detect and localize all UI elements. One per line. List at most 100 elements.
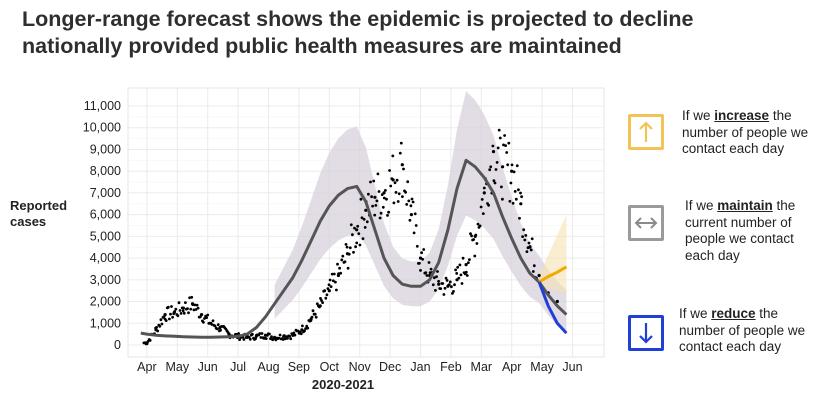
reported-point bbox=[199, 313, 203, 317]
reported-point bbox=[155, 326, 159, 329]
reported-point bbox=[286, 337, 289, 340]
reported-point bbox=[365, 220, 369, 224]
reported-point bbox=[315, 302, 319, 306]
arrow-up-icon bbox=[628, 114, 664, 150]
reported-point bbox=[388, 169, 391, 172]
x-tick-labels: Apr May Jun Jul Aug Sep Oct Nov Dec Jan Feb Mar Apr M… bbox=[137, 360, 582, 374]
reported-point bbox=[331, 279, 335, 283]
reported-point bbox=[178, 309, 182, 312]
reported-point bbox=[472, 238, 476, 241]
reported-point bbox=[510, 163, 514, 167]
reported-point bbox=[393, 181, 397, 185]
reported-point bbox=[370, 195, 373, 199]
reported-point bbox=[348, 246, 352, 250]
reported-point bbox=[452, 290, 455, 293]
reported-point bbox=[441, 282, 445, 285]
reported-point bbox=[518, 216, 521, 220]
reported-point bbox=[242, 338, 246, 341]
reported-point bbox=[303, 329, 306, 333]
reported-point bbox=[390, 177, 394, 181]
reported-point bbox=[474, 233, 478, 237]
reported-point bbox=[346, 266, 350, 270]
reported-point bbox=[519, 202, 523, 206]
reported-point bbox=[513, 190, 517, 193]
reported-point bbox=[409, 204, 413, 208]
reported-point bbox=[476, 222, 480, 226]
y-tick-label: 0 bbox=[114, 338, 121, 352]
y-tick-label: 9,000 bbox=[90, 142, 121, 156]
reported-point bbox=[479, 205, 483, 209]
reported-point bbox=[489, 165, 493, 169]
reported-point bbox=[171, 315, 175, 319]
reported-point bbox=[148, 339, 152, 342]
reported-point bbox=[356, 224, 360, 228]
y-tick-label: 11,000 bbox=[84, 99, 121, 113]
reported-point bbox=[215, 327, 219, 331]
reported-point bbox=[511, 201, 515, 205]
reported-point bbox=[399, 141, 403, 145]
reported-point bbox=[510, 169, 514, 173]
reported-point bbox=[507, 141, 511, 145]
reported-point bbox=[334, 280, 337, 284]
reported-point bbox=[406, 180, 410, 184]
reported-point bbox=[360, 216, 364, 220]
reported-point bbox=[473, 254, 477, 258]
reported-point bbox=[251, 332, 254, 336]
reported-point bbox=[445, 279, 449, 282]
reported-point bbox=[284, 337, 287, 341]
reported-point bbox=[469, 232, 472, 236]
reported-point bbox=[192, 308, 196, 312]
reported-point bbox=[517, 188, 520, 192]
reported-point bbox=[254, 337, 257, 340]
x-tick-label: Jun bbox=[198, 360, 218, 374]
reported-point bbox=[487, 203, 490, 207]
reported-point bbox=[323, 289, 327, 293]
reported-point bbox=[529, 248, 533, 252]
reported-point bbox=[291, 334, 295, 337]
reported-point bbox=[468, 258, 471, 261]
reported-point bbox=[514, 197, 518, 201]
reported-point bbox=[353, 226, 356, 230]
reported-point bbox=[166, 305, 170, 309]
x-tick-label: Jan bbox=[410, 360, 430, 374]
reported-point bbox=[398, 151, 402, 155]
reported-point bbox=[418, 261, 421, 265]
reported-point bbox=[145, 342, 149, 346]
reported-point bbox=[180, 306, 184, 310]
reported-point bbox=[193, 303, 197, 307]
reported-point bbox=[168, 317, 171, 321]
reported-point bbox=[301, 324, 304, 328]
reported-point bbox=[527, 241, 531, 245]
reported-point bbox=[326, 287, 330, 290]
reported-point bbox=[522, 228, 526, 232]
fitted-line bbox=[140, 158, 541, 339]
reported-point bbox=[363, 226, 367, 229]
reported-point bbox=[343, 260, 347, 264]
reported-point bbox=[412, 231, 416, 235]
reported-point bbox=[357, 232, 361, 236]
reported-point bbox=[206, 313, 210, 317]
reported-point bbox=[310, 315, 314, 319]
reported-point bbox=[500, 185, 503, 189]
reported-point bbox=[270, 335, 273, 339]
reported-point bbox=[325, 293, 329, 297]
reported-point bbox=[369, 180, 372, 184]
reported-point bbox=[482, 186, 486, 190]
legend-item-reduce: If we reduce the number of people we con… bbox=[628, 306, 818, 365]
reported-point bbox=[367, 192, 370, 196]
legend-text-reduce: If we reduce the number of people we con… bbox=[679, 306, 806, 354]
reported-point bbox=[495, 161, 499, 164]
x-tick-label: Mar bbox=[471, 360, 493, 374]
reported-point bbox=[439, 287, 443, 290]
reported-point bbox=[420, 251, 423, 255]
reported-point bbox=[273, 336, 277, 339]
y-tick-labels: 0 1,000 2,000 3,000 4,000 5,000 6,000 7,000 8,00… bbox=[83, 99, 121, 352]
reported-point bbox=[456, 265, 460, 269]
reported-point bbox=[281, 338, 285, 341]
reported-point bbox=[202, 320, 205, 324]
y-tick-label: 8,000 bbox=[90, 164, 121, 178]
reported-point bbox=[352, 250, 355, 254]
reported-point bbox=[344, 243, 348, 246]
reported-point bbox=[386, 214, 389, 217]
